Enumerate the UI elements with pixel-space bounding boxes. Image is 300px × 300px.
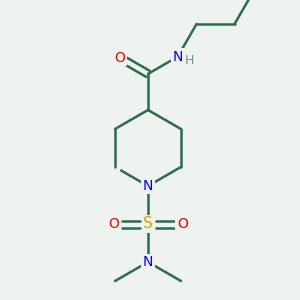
Text: O: O — [115, 51, 125, 65]
Text: O: O — [177, 217, 188, 231]
Text: N: N — [172, 50, 183, 64]
Text: H: H — [185, 54, 194, 67]
Text: N: N — [143, 179, 153, 193]
Text: N: N — [143, 255, 153, 269]
Text: O: O — [108, 217, 119, 231]
Text: S: S — [143, 217, 153, 232]
